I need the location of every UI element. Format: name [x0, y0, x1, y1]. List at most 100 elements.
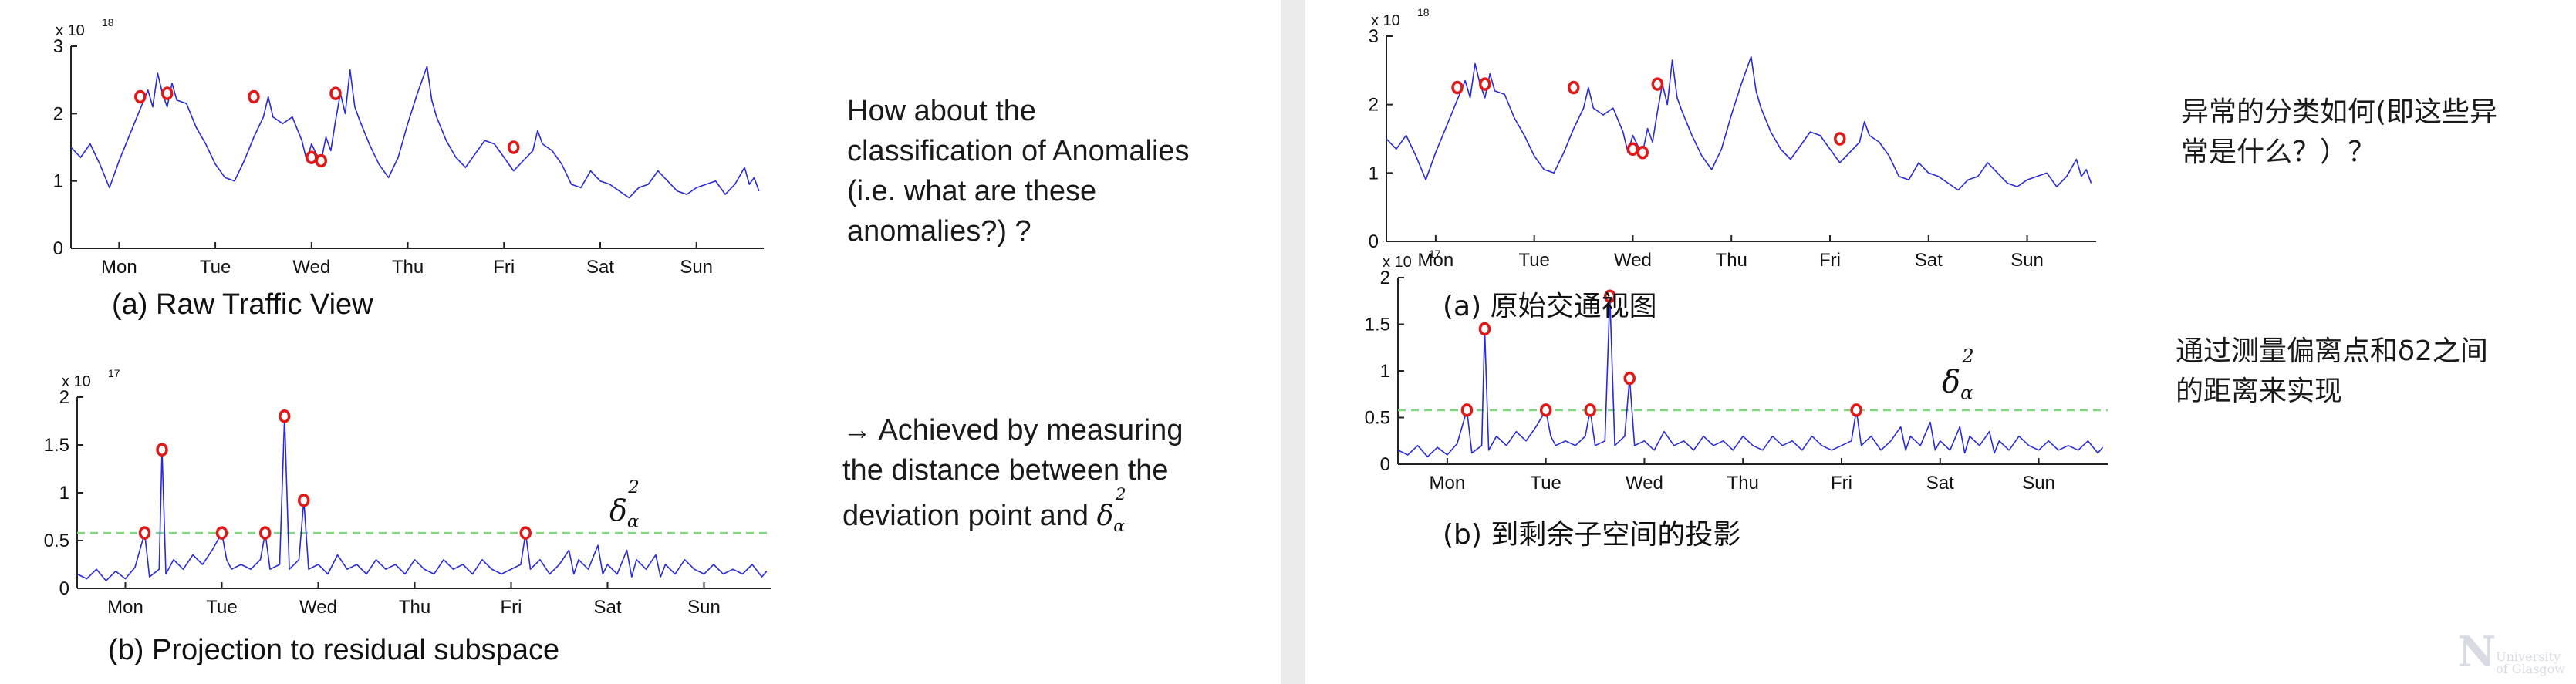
y-tick-label: 0.5: [44, 531, 69, 551]
delta-threshold-label-left: δα2: [609, 477, 640, 532]
axis-exponent-label: x 10: [1383, 254, 1412, 271]
delta-symbol-inline: δα2: [1096, 485, 1126, 537]
x-tick-label: Tue: [200, 257, 231, 278]
anomaly-marker: [1539, 403, 1552, 417]
anomaly-marker: [519, 526, 532, 540]
anomaly-marker: [1460, 403, 1474, 417]
y-tick-label: 1: [59, 483, 69, 504]
question-text-left: How about the classification of Anomalie…: [847, 91, 1190, 251]
caption-residual-projection-zh: (b) 到剩余子空间的投影: [1443, 519, 1741, 551]
y-tick-label: 2: [59, 387, 69, 408]
x-tick-label: Wed: [292, 257, 330, 278]
x-tick-label: Sat: [593, 597, 621, 618]
anomaly-marker: [1479, 77, 1491, 91]
x-tick-label: Sun: [687, 597, 721, 618]
axis-exponent-power: 18: [102, 16, 114, 29]
x-tick-label: Mon: [107, 597, 143, 618]
x-tick-label: Tue: [1518, 250, 1549, 271]
axis-exponent-power: 17: [1429, 248, 1441, 260]
anomaly-marker: [1636, 145, 1649, 160]
anomaly-marker: [1651, 77, 1664, 91]
x-tick-label: Fri: [493, 257, 515, 278]
x-tick-label: Sat: [586, 257, 614, 278]
anomaly-marker: [138, 526, 151, 540]
anomaly-marker: [507, 140, 520, 154]
y-tick-label: 1.5: [1365, 315, 1390, 335]
question-line: anomalies?) ?: [847, 215, 1031, 248]
question-line: (i.e. what are these: [847, 175, 1097, 207]
y-tick-label: 0.5: [1365, 408, 1390, 429]
answer-text-right: 通过测量偏离点和δ2之间 的距离来实现: [2176, 332, 2488, 412]
x-tick-label: Sun: [2022, 473, 2055, 494]
y-tick-label: 3: [53, 36, 63, 57]
question-line: How about the: [847, 95, 1037, 127]
answer-line: 通过测量偏离点和δ2之间: [2176, 335, 2488, 367]
anomaly-marker: [1626, 142, 1639, 157]
anomaly-marker: [279, 409, 291, 423]
x-tick-label: Wed: [299, 597, 337, 618]
x-tick-label: Fri: [1819, 250, 1841, 271]
anomaly-marker: [134, 89, 147, 104]
y-tick-label: 1: [1380, 361, 1390, 382]
x-tick-label: Thu: [1727, 473, 1759, 494]
caption-raw-traffic-zh: (a) 原始交通视图: [1443, 291, 1657, 322]
anomaly-marker: [1568, 80, 1580, 95]
answer-line: 的距离来实现: [2176, 376, 2343, 407]
answer-line: → Achieved by measuring: [842, 414, 1183, 446]
axis-exponent-label: x 10: [1371, 12, 1400, 29]
x-tick-label: Tue: [1530, 473, 1561, 494]
y-tick-label: 0: [1380, 454, 1390, 475]
anomaly-marker: [215, 526, 228, 540]
question-line: 异常的分类如何(即这些异: [2181, 96, 2498, 128]
axis-exponent-power: 18: [1417, 6, 1430, 19]
x-tick-label: Mon: [1418, 250, 1454, 271]
x-tick-label: Fri: [1831, 473, 1852, 494]
x-tick-label: Thu: [1716, 250, 1747, 271]
x-tick-label: Mon: [1430, 473, 1466, 494]
answer-line: the distance between the: [842, 454, 1169, 487]
residual-projection-chart-left: 0 0.5 1 1.5 2x 10 17 Mon Tue Wed Thu Fri Sat Sun: [44, 367, 771, 618]
x-tick-label: Mon: [101, 257, 137, 278]
anomaly-marker: [315, 153, 328, 168]
x-tick-label: Tue: [206, 597, 237, 618]
anomaly-marker: [1451, 80, 1464, 95]
series-line: [1397, 295, 2104, 458]
anomaly-marker: [329, 86, 342, 100]
question-text-right: 异常的分类如何(即这些异 常是什么？）？: [2181, 93, 2497, 173]
delta-threshold-label-right: δα2: [1942, 345, 1974, 404]
y-tick-label: 0: [53, 238, 63, 259]
university-logo-watermark: NUniversity of Glasgow: [2457, 627, 2565, 676]
y-tick-label: 2: [1369, 95, 1379, 116]
caption-raw-traffic: (a) Raw Traffic View: [112, 288, 373, 321]
axis-exponent-power: 17: [108, 367, 120, 379]
raw-traffic-chart-left: 0 1 2 3x 10 18 Mon Tue Wed Thu Fri Sat Sun: [53, 16, 764, 278]
anomaly-marker: [1478, 322, 1491, 336]
y-tick-label: 1.5: [44, 435, 69, 456]
y-tick-label: 1: [1369, 163, 1379, 184]
series-line: [1386, 56, 2092, 191]
x-tick-label: Sun: [2010, 250, 2044, 271]
anomaly-marker: [298, 494, 310, 507]
x-tick-label: Thu: [392, 257, 424, 278]
answer-text-left: → Achieved by measuring the distance bet…: [842, 410, 1183, 547]
x-tick-label: Sun: [680, 257, 713, 278]
y-tick-label: 1: [53, 171, 63, 192]
anomaly-marker: [1584, 403, 1596, 417]
y-tick-label: 2: [53, 103, 63, 124]
x-tick-label: Thu: [399, 597, 430, 618]
axis-exponent-label: x 10: [56, 22, 85, 39]
anomaly-marker: [1850, 403, 1862, 417]
y-tick-label: 0: [59, 578, 69, 599]
question-line: 常是什么？）？: [2181, 136, 2376, 168]
anomaly-marker: [1603, 289, 1616, 303]
series-line: [70, 66, 760, 199]
anomaly-marker: [306, 150, 318, 164]
x-tick-label: Wed: [1626, 473, 1663, 494]
x-tick-label: Sat: [1915, 250, 1943, 271]
axis-exponent-label: x 10: [62, 373, 91, 390]
anomaly-marker: [1834, 132, 1846, 146]
x-tick-label: Fri: [501, 597, 522, 618]
